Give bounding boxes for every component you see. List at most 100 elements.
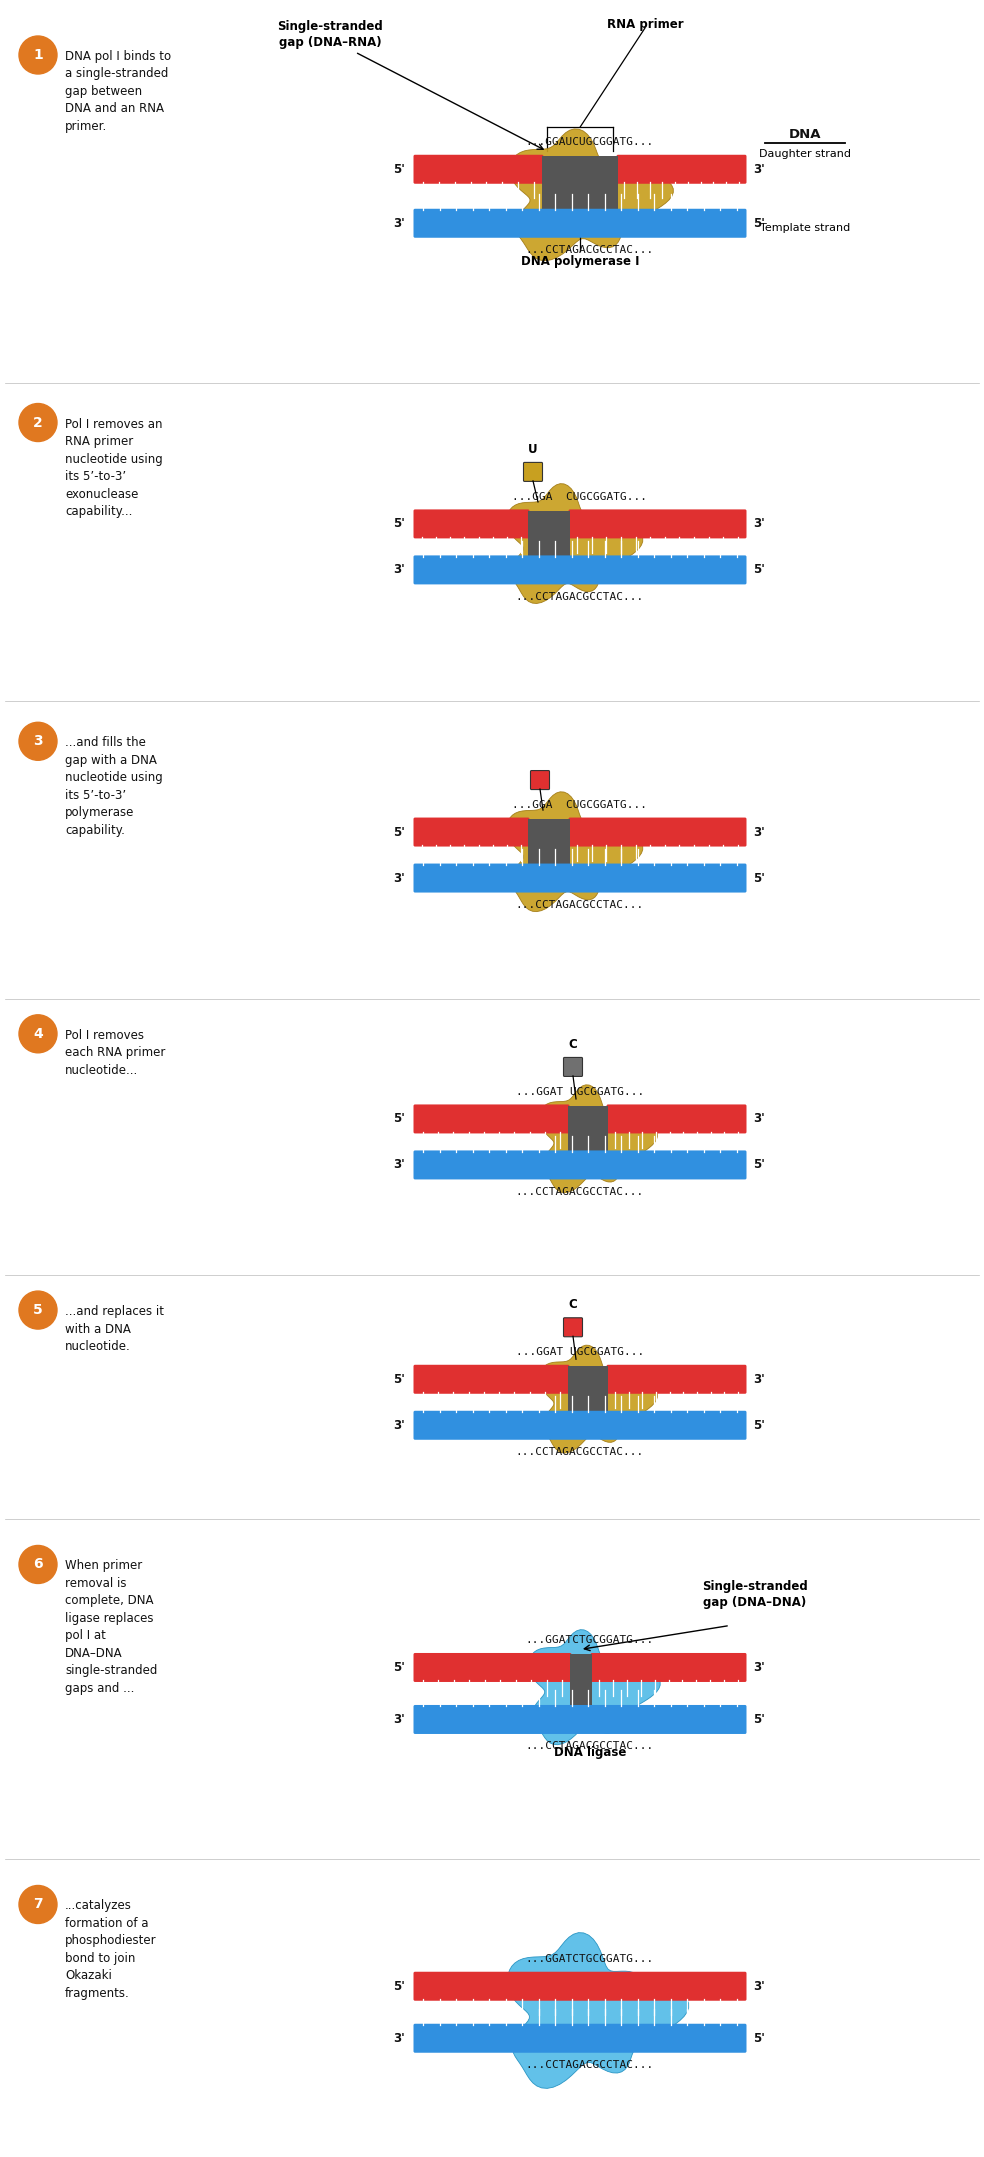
Circle shape [19, 1292, 57, 1329]
Text: ...CCTAGACGCCTAC...: ...CCTAGACGCCTAC... [516, 899, 645, 910]
Polygon shape [539, 1346, 657, 1454]
Text: 3': 3' [753, 1980, 765, 1993]
Text: Single-stranded
gap (DNA–DNA): Single-stranded gap (DNA–DNA) [703, 1581, 808, 1609]
Text: Template strand: Template strand [760, 224, 850, 233]
Text: 3': 3' [753, 162, 765, 175]
Circle shape [19, 403, 57, 442]
Text: ...CCTAGACGCCTAC...: ...CCTAGACGCCTAC... [516, 1447, 645, 1458]
Circle shape [19, 37, 57, 73]
Text: C: C [569, 1038, 578, 1050]
Text: 3': 3' [394, 1158, 405, 1171]
Bar [528, 511, 570, 582]
Polygon shape [507, 792, 643, 912]
FancyBboxPatch shape [413, 1104, 570, 1132]
Text: DNA pol I binds to
a single-stranded
gap between
DNA and an RNA
primer.: DNA pol I binds to a single-stranded gap… [65, 50, 171, 134]
Text: 3': 3' [753, 518, 765, 531]
Text: 5': 5' [753, 1713, 765, 1726]
Bar [542, 155, 618, 237]
Text: 5: 5 [33, 1303, 43, 1318]
FancyBboxPatch shape [413, 554, 747, 585]
FancyBboxPatch shape [413, 2023, 747, 2053]
FancyBboxPatch shape [413, 155, 543, 183]
Text: Pol I removes
each RNA primer
nucleotide...: Pol I removes each RNA primer nucleotide… [65, 1029, 165, 1076]
Text: 5': 5' [394, 826, 405, 839]
FancyBboxPatch shape [413, 818, 529, 846]
Text: C: C [569, 1299, 578, 1311]
FancyBboxPatch shape [590, 1652, 747, 1682]
Text: 3': 3' [753, 1661, 765, 1674]
Text: 4: 4 [33, 1027, 43, 1042]
Text: RNA primer: RNA primer [607, 17, 683, 30]
Text: 3': 3' [394, 2032, 405, 2045]
FancyBboxPatch shape [569, 818, 747, 846]
Circle shape [19, 1014, 57, 1053]
Text: 5': 5' [753, 871, 765, 884]
Text: ...GGA  CUGCGGATG...: ...GGA CUGCGGATG... [513, 492, 647, 503]
Text: 3': 3' [394, 216, 405, 231]
Text: ...and fills the
gap with a DNA
nucleotide using
its 5’-to-3’
polymerase
capabil: ...and fills the gap with a DNA nucleoti… [65, 736, 162, 837]
Text: 3': 3' [753, 1372, 765, 1385]
Bar [568, 1365, 608, 1439]
Text: ...CCTAGACGCCTAC...: ...CCTAGACGCCTAC... [525, 1741, 654, 1751]
Text: When primer
removal is
complete, DNA
ligase replaces
pol I at
DNA–DNA
single-str: When primer removal is complete, DNA lig… [65, 1560, 157, 1695]
FancyBboxPatch shape [606, 1365, 747, 1393]
Text: ...CCTAGACGCCTAC...: ...CCTAGACGCCTAC... [525, 2060, 654, 2071]
Text: 3': 3' [394, 1713, 405, 1726]
Text: ...GGAUCUGCGGATG...: ...GGAUCUGCGGATG... [525, 138, 654, 147]
Text: ...GGAT UGCGGATG...: ...GGAT UGCGGATG... [516, 1087, 645, 1098]
Text: DNA ligase: DNA ligase [554, 1747, 626, 1760]
Text: ...GGA  CUGCGGATG...: ...GGA CUGCGGATG... [513, 800, 647, 811]
FancyBboxPatch shape [413, 209, 747, 237]
Circle shape [19, 723, 57, 759]
Text: 3': 3' [753, 1113, 765, 1126]
Text: ...catalyzes
formation of a
phosphodiester
bond to join
Okazaki
fragments.: ...catalyzes formation of a phosphodiest… [65, 1900, 156, 2000]
FancyBboxPatch shape [413, 509, 529, 539]
Text: 7: 7 [33, 1898, 43, 1911]
Text: 5': 5' [394, 162, 405, 175]
Text: 5': 5' [753, 1419, 765, 1432]
Text: ...CCTAGACGCCTAC...: ...CCTAGACGCCTAC... [516, 591, 645, 602]
Text: ...GGAT UGCGGATG...: ...GGAT UGCGGATG... [516, 1348, 645, 1357]
Text: DNA polymerase I: DNA polymerase I [521, 255, 640, 267]
Text: 5': 5' [394, 1372, 405, 1385]
FancyBboxPatch shape [413, 1411, 747, 1439]
Text: 5': 5' [394, 1980, 405, 1993]
Polygon shape [508, 1933, 689, 2088]
Text: 5': 5' [394, 1113, 405, 1126]
FancyBboxPatch shape [413, 1652, 572, 1682]
FancyBboxPatch shape [564, 1318, 583, 1337]
Text: 2: 2 [33, 416, 43, 429]
FancyBboxPatch shape [413, 1704, 747, 1734]
FancyBboxPatch shape [413, 1150, 747, 1180]
Bar [528, 820, 570, 891]
Text: 1: 1 [33, 47, 43, 63]
Text: DNA: DNA [789, 127, 822, 140]
Text: 3: 3 [33, 733, 43, 748]
FancyBboxPatch shape [569, 509, 747, 539]
Text: ...and replaces it
with a DNA
nucleotide.: ...and replaces it with a DNA nucleotide… [65, 1305, 164, 1352]
Polygon shape [539, 1085, 657, 1193]
Text: 6: 6 [33, 1557, 43, 1572]
Text: ...CCTAGACGCCTAC...: ...CCTAGACGCCTAC... [525, 246, 654, 255]
Polygon shape [528, 1631, 660, 1745]
Text: U: U [528, 442, 538, 455]
Text: ...GGATCTGCGGATG...: ...GGATCTGCGGATG... [525, 1954, 654, 1965]
Text: 3': 3' [394, 871, 405, 884]
FancyBboxPatch shape [523, 462, 542, 481]
Text: ...CCTAGACGCCTAC...: ...CCTAGACGCCTAC... [516, 1186, 645, 1197]
Polygon shape [507, 483, 643, 604]
Text: 5': 5' [753, 563, 765, 576]
FancyBboxPatch shape [413, 1365, 570, 1393]
Text: Pol I removes an
RNA primer
nucleotide using
its 5’-to-3’
exonuclease
capability: Pol I removes an RNA primer nucleotide u… [65, 418, 162, 518]
Text: 3': 3' [394, 563, 405, 576]
Text: Daughter strand: Daughter strand [759, 149, 851, 160]
Text: 5': 5' [753, 216, 765, 231]
Text: 3': 3' [394, 1419, 405, 1432]
Circle shape [19, 1885, 57, 1924]
Polygon shape [510, 129, 673, 261]
Text: 3': 3' [753, 826, 765, 839]
FancyBboxPatch shape [413, 1971, 747, 2002]
FancyBboxPatch shape [564, 1057, 583, 1076]
Text: 5': 5' [394, 518, 405, 531]
Text: Single-stranded
gap (DNA–RNA): Single-stranded gap (DNA–RNA) [277, 19, 383, 50]
